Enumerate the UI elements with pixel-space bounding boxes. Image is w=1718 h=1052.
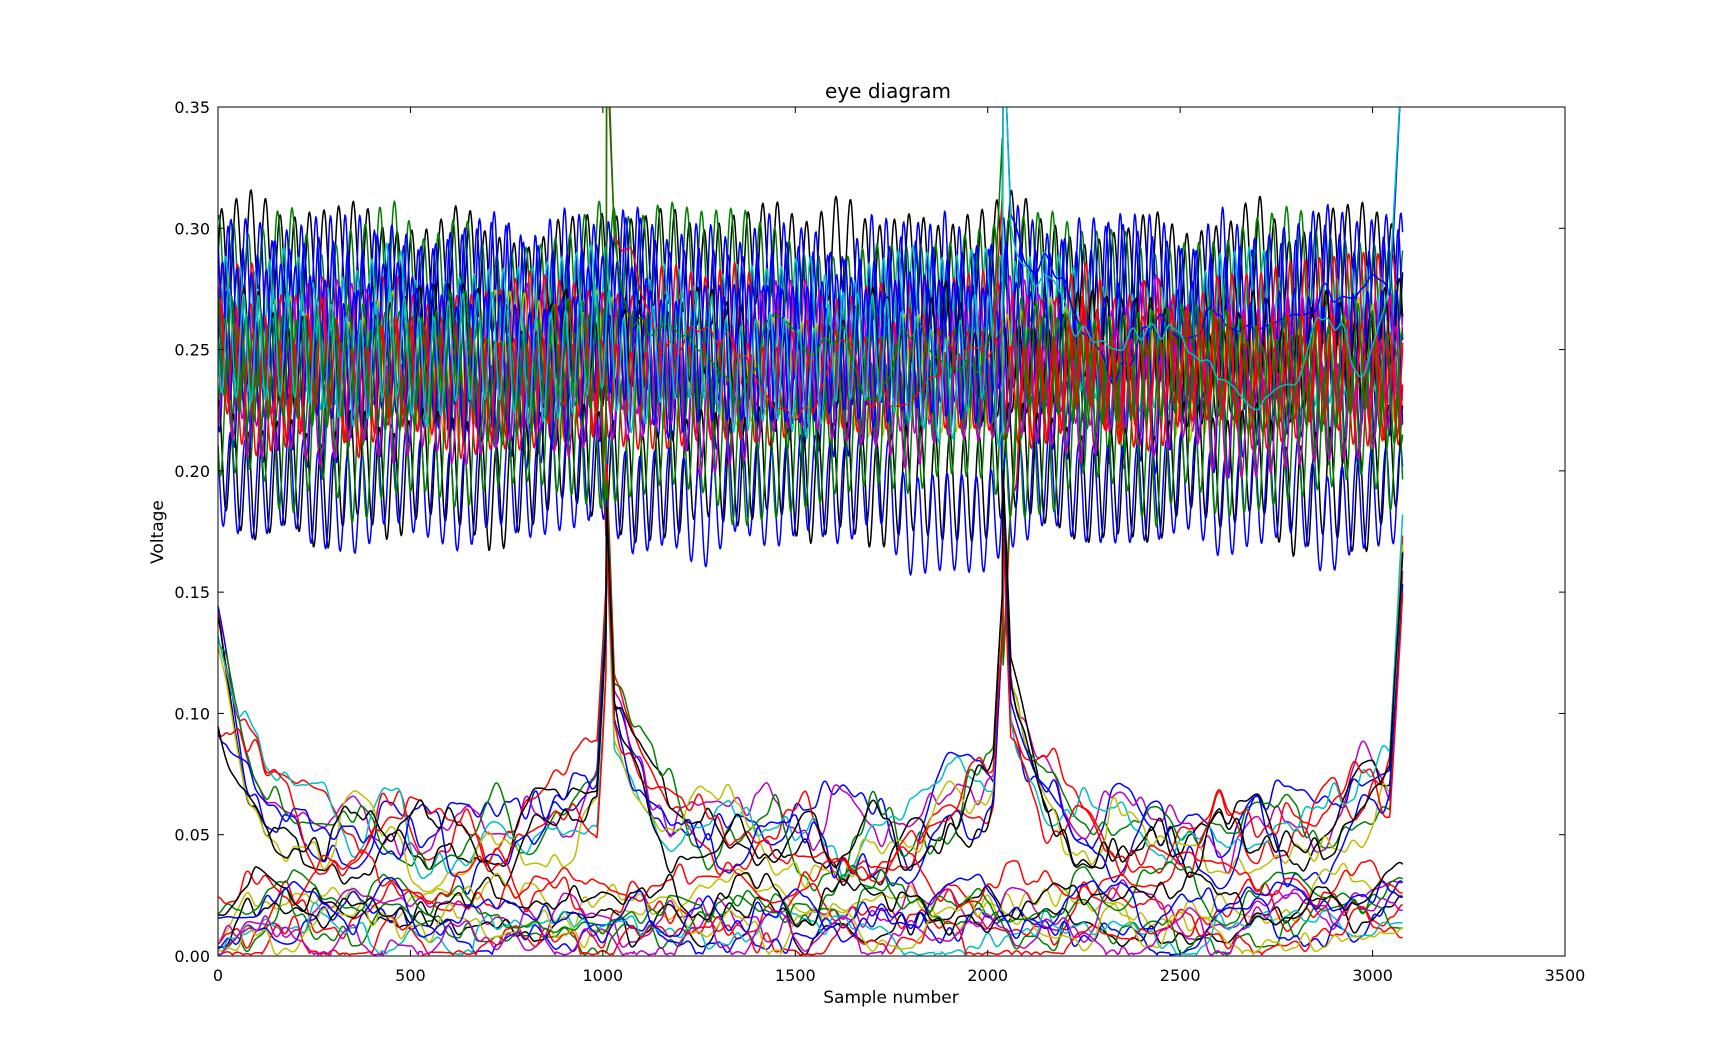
plot-frame <box>217 106 1566 957</box>
series-line <box>218 861 1404 936</box>
y-tick-label: 0.10 <box>174 704 210 723</box>
series-line <box>218 242 1404 419</box>
series-line <box>218 420 1404 576</box>
x-tick-label: 3000 <box>1352 966 1393 985</box>
plot-area <box>218 107 1565 956</box>
y-axis: 0.00 0.05 0.10 0.15 0.20 0.25 0.30 0.35 <box>174 98 1565 966</box>
series-line <box>218 107 1404 666</box>
series-layer <box>218 107 1404 956</box>
y-tick-label: 0.25 <box>174 341 210 360</box>
series-line <box>218 518 1404 884</box>
x-tick-label: 1000 <box>582 966 623 985</box>
series-line <box>218 907 1403 956</box>
y-tick-label: 0.15 <box>174 583 210 602</box>
y-tick-label: 0.35 <box>174 98 210 117</box>
x-tick-label: 3500 <box>1545 966 1586 985</box>
series-line <box>218 861 1404 935</box>
series-line <box>218 488 1404 893</box>
x-axis-title: Sample number <box>823 988 959 1008</box>
series-line <box>218 107 1401 447</box>
x-tick-label: 2000 <box>967 966 1008 985</box>
series-line <box>218 901 1403 956</box>
series-line <box>218 846 1403 913</box>
series-line <box>218 499 1404 895</box>
y-tick-label: 0.30 <box>174 219 210 238</box>
series-line <box>218 107 1401 498</box>
x-tick-label: 2500 <box>1160 966 1201 985</box>
series-line <box>218 875 1403 949</box>
series-line <box>218 892 1403 956</box>
y-axis-title: Voltage <box>148 500 168 564</box>
series-line <box>218 469 1404 887</box>
x-tick-label: 500 <box>395 966 426 985</box>
chart-title: eye diagram <box>825 79 951 103</box>
x-tick-label: 1500 <box>775 966 816 985</box>
x-axis: 0 500 1000 1500 2000 2500 3000 3500 <box>213 107 1585 985</box>
series-line <box>218 470 1404 887</box>
x-tick-label: 0 <box>213 966 223 985</box>
y-tick-label: 0.20 <box>174 462 210 481</box>
series-line <box>218 463 1404 883</box>
y-tick-label: 0.00 <box>174 947 210 966</box>
y-tick-label: 0.05 <box>174 826 210 845</box>
series-line <box>218 873 1403 944</box>
